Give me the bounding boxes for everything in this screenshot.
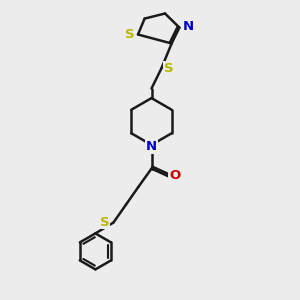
Text: O: O <box>169 169 180 182</box>
Text: S: S <box>125 28 134 41</box>
Text: N: N <box>146 140 157 153</box>
Text: S: S <box>164 62 174 75</box>
Text: S: S <box>100 215 110 229</box>
Text: N: N <box>183 20 194 33</box>
